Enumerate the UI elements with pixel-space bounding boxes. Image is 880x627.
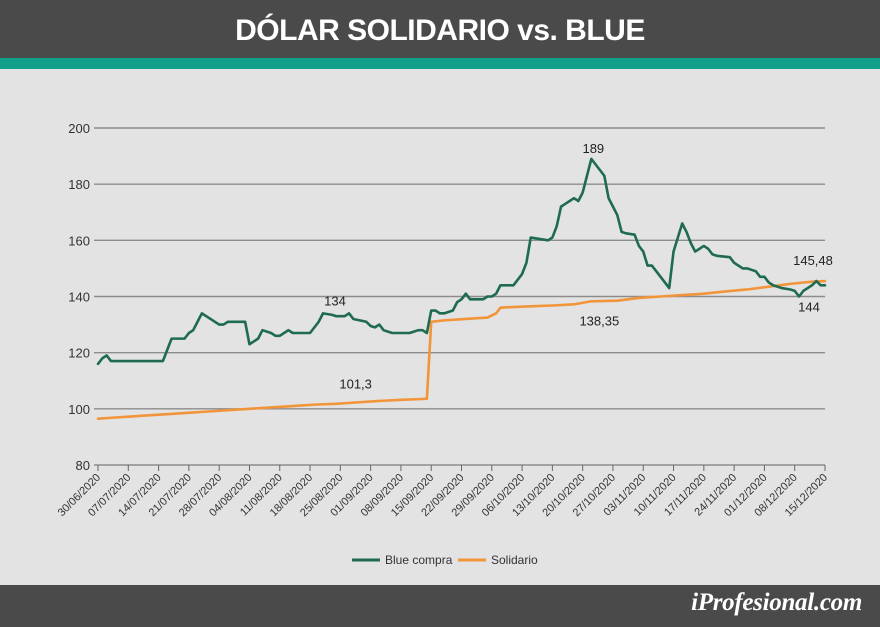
data-label: 138,35 (579, 313, 619, 328)
page-title: DÓLAR SOLIDARIO vs. BLUE (235, 14, 645, 47)
legend-label: Blue compra (385, 553, 453, 567)
data-label: 144 (798, 299, 820, 314)
brand-logo: iProfesional.com (691, 589, 862, 616)
y-tick-label: 80 (76, 458, 90, 473)
header-accent-stripe (0, 58, 880, 69)
data-label: 101,3 (339, 376, 372, 391)
y-tick-label: 140 (68, 290, 90, 305)
header-bar (0, 0, 880, 58)
legend-label: Solidario (491, 553, 538, 567)
series-line-solidario (96, 279, 827, 420)
y-tick-label: 200 (68, 121, 90, 136)
footer-bar (0, 585, 880, 627)
series-line-blue-compra (96, 157, 827, 366)
data-label: 134 (324, 293, 346, 308)
data-label: 145,48 (793, 253, 833, 268)
line-chart: 8010012014016018020030/06/202007/07/2020… (56, 121, 833, 567)
data-label: 189 (582, 141, 604, 156)
y-tick-label: 160 (68, 233, 90, 248)
y-tick-label: 100 (68, 402, 90, 417)
y-tick-label: 180 (68, 177, 90, 192)
y-tick-label: 120 (68, 346, 90, 361)
